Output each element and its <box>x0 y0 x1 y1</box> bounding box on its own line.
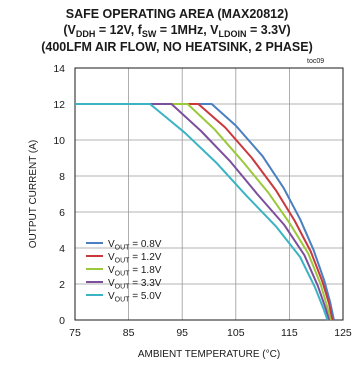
series-line <box>75 103 331 321</box>
x-tick-label: 95 <box>176 327 188 339</box>
y-tick-label: 10 <box>53 135 65 147</box>
legend-entry: VOUT = 3.3V <box>108 278 162 291</box>
y-tick-label: 2 <box>59 279 65 291</box>
fsw-subscript: SW <box>141 28 157 39</box>
series-group <box>75 103 335 321</box>
y-tick-label: 6 <box>59 207 65 219</box>
y-tick-label: 14 <box>53 63 65 75</box>
legend-entry: VOUT = 1.2V <box>108 252 162 265</box>
fsw-value: = 1MHz, V <box>156 23 219 37</box>
plot-frame <box>74 67 344 321</box>
x-tick-label: 75 <box>69 327 81 339</box>
vddh-subscript: DDH <box>75 28 96 39</box>
x-tick-label: 125 <box>334 327 352 339</box>
x-axis-label: AMBIENT TEMPERATURE (°C) <box>138 349 280 360</box>
chart-subtitle-1: (VDDH = 12V, fSW = 1MHz, VLDOIN = 3.3V) <box>63 23 291 39</box>
figure-id: toc09 <box>307 58 325 65</box>
series-line <box>75 103 334 321</box>
grid <box>74 67 344 321</box>
x-tick-label: 105 <box>227 327 245 339</box>
legend-entry: VOUT = 5.0V <box>108 291 162 304</box>
chart-titles: SAFE OPERATING AREA (MAX20812) (VDDH = 1… <box>0 6 354 55</box>
chart-subtitle-2: (400LFM AIR FLOW, NO HEATSINK, 2 PHASE) <box>41 40 313 54</box>
series-line <box>75 103 329 321</box>
y-tick-label: 8 <box>59 171 65 183</box>
y-axis-label: OUTPUT CURRENT (A) <box>28 140 39 249</box>
legend-entry: VOUT = 1.8V <box>108 265 162 278</box>
vldoin-value: = 3.3V) <box>246 23 291 37</box>
y-tick-label: 0 <box>59 315 65 327</box>
vddh-value: = 12V, f <box>95 23 142 37</box>
y-tick-label: 12 <box>53 99 65 111</box>
vldoin-subscript: LDOIN <box>218 28 247 39</box>
y-tick-labels: 0 2 4 6 8 10 12 14 <box>53 63 65 327</box>
chart-title: SAFE OPERATING AREA (MAX20812) <box>65 7 289 21</box>
x-tick-label: 85 <box>123 327 135 339</box>
x-tick-label: 115 <box>281 327 298 339</box>
x-tick-labels: 75 85 95 105 115 125 <box>69 327 352 339</box>
series-line <box>75 103 335 321</box>
series-line <box>75 103 332 321</box>
legend-entry: VOUT = 0.8V <box>108 239 162 252</box>
y-tick-label: 4 <box>59 243 65 255</box>
